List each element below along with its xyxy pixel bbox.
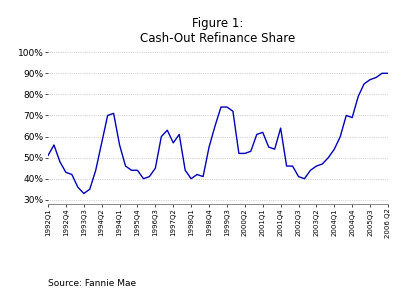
Title: Figure 1:
Cash-Out Refinance Share: Figure 1: Cash-Out Refinance Share	[140, 17, 296, 45]
Text: Source: Fannie Mae: Source: Fannie Mae	[48, 279, 136, 288]
